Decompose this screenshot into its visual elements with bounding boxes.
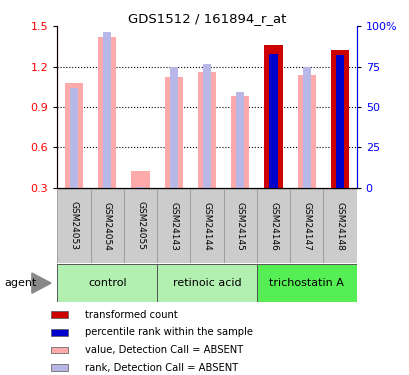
Bar bbox=[202, 64, 211, 188]
Text: GSM24146: GSM24146 bbox=[268, 201, 277, 250]
Polygon shape bbox=[32, 273, 51, 293]
Text: percentile rank within the sample: percentile rank within the sample bbox=[84, 327, 252, 338]
Bar bbox=[236, 92, 244, 188]
Text: retinoic acid: retinoic acid bbox=[172, 278, 241, 288]
Bar bbox=[330, 51, 348, 188]
Text: agent: agent bbox=[4, 278, 36, 288]
Bar bbox=[164, 77, 182, 188]
Text: GSM24143: GSM24143 bbox=[169, 201, 178, 250]
Bar bbox=[335, 55, 344, 188]
Text: GSM24055: GSM24055 bbox=[136, 201, 145, 250]
Bar bbox=[198, 72, 216, 188]
Bar bbox=[323, 189, 356, 262]
Text: rank, Detection Call = ABSENT: rank, Detection Call = ABSENT bbox=[84, 363, 237, 373]
Bar bbox=[169, 67, 178, 188]
Bar bbox=[256, 189, 290, 262]
Bar bbox=[297, 75, 315, 188]
Bar bbox=[256, 264, 356, 302]
Title: GDS1512 / 161894_r_at: GDS1512 / 161894_r_at bbox=[128, 12, 285, 25]
Text: value, Detection Call = ABSENT: value, Detection Call = ABSENT bbox=[84, 345, 242, 355]
Text: GSM24147: GSM24147 bbox=[301, 201, 310, 250]
Text: GSM24145: GSM24145 bbox=[235, 201, 244, 250]
Bar bbox=[90, 189, 124, 262]
Bar bbox=[124, 189, 157, 262]
Bar bbox=[157, 264, 256, 302]
Bar bbox=[264, 45, 282, 188]
Text: trichostatin A: trichostatin A bbox=[269, 278, 344, 288]
Bar bbox=[50, 329, 67, 336]
Text: GSM24144: GSM24144 bbox=[202, 202, 211, 250]
Text: control: control bbox=[88, 278, 126, 288]
Bar bbox=[57, 264, 157, 302]
Bar bbox=[70, 88, 78, 188]
Text: GSM24148: GSM24148 bbox=[335, 201, 344, 250]
Bar bbox=[98, 37, 116, 188]
Bar bbox=[50, 346, 67, 354]
Text: transformed count: transformed count bbox=[84, 310, 177, 320]
Bar bbox=[103, 32, 111, 188]
Bar bbox=[50, 364, 67, 371]
Bar bbox=[50, 311, 67, 318]
Bar bbox=[157, 189, 190, 262]
Bar bbox=[131, 171, 149, 188]
Bar bbox=[290, 189, 323, 262]
Bar bbox=[57, 189, 90, 262]
Bar bbox=[190, 189, 223, 262]
Bar bbox=[65, 83, 83, 188]
Bar bbox=[231, 96, 249, 188]
Bar bbox=[223, 189, 256, 262]
Text: GSM24053: GSM24053 bbox=[70, 201, 79, 250]
Text: GSM24054: GSM24054 bbox=[103, 201, 112, 250]
Bar bbox=[335, 52, 344, 188]
Bar bbox=[269, 54, 277, 188]
Bar bbox=[136, 187, 144, 188]
Bar bbox=[302, 67, 310, 188]
